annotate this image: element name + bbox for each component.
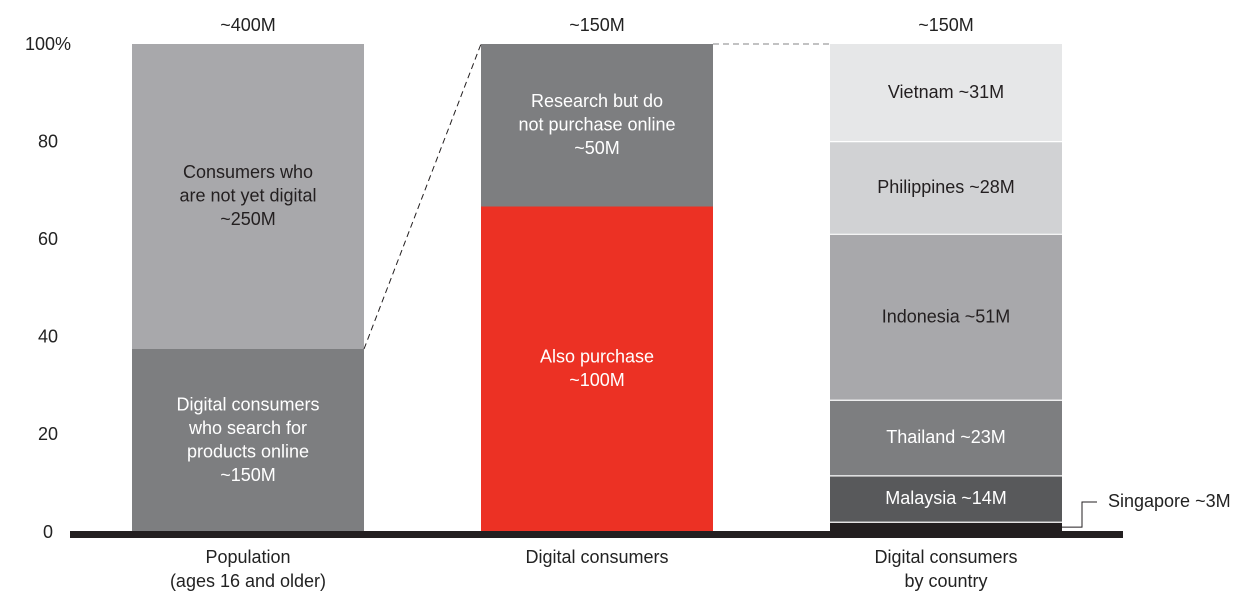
bar-segment-also-purchase — [481, 206, 713, 532]
connector-line-zoom — [363, 43, 482, 350]
segment-label-indonesia-51m: Indonesia ~51M — [882, 306, 1011, 326]
callout-leader-line — [1062, 501, 1097, 528]
bar-segment-malaysia-14m — [830, 475, 1062, 523]
y-tick-label: 60 — [38, 229, 58, 249]
bar-total-label: ~400M — [220, 15, 276, 35]
category-label: Digital consumers by country — [874, 547, 1017, 591]
segment-label-digital-consumers: Digital consumers who search for products … — [176, 394, 319, 485]
y-tick-label: 0 — [43, 522, 53, 542]
bar-segment-philippines-28m — [830, 141, 1062, 235]
segment-label-research-but-do: Research but do not purchase online ~50M — [518, 91, 675, 158]
bar-total-label: ~150M — [569, 15, 625, 35]
bar-total-label: ~150M — [918, 15, 974, 35]
y-axis: 0 20 40 60 80 100% — [25, 34, 71, 542]
bar-totals: ~400M ~150M ~150M — [220, 15, 974, 35]
category-label: Digital consumers — [525, 547, 668, 567]
x-axis-baseline — [70, 531, 1123, 538]
bar-segment-thailand-23m — [830, 400, 1062, 476]
segment-label-vietnam-31m: Vietnam ~31M — [888, 82, 1004, 102]
category-labels: Population (ages 16 and older) Digital con… — [170, 547, 1018, 591]
bar-segment-singapore-3m — [830, 522, 1062, 532]
y-tick-label: 40 — [38, 327, 58, 347]
category-label: Population (ages 16 and older) — [170, 547, 326, 591]
bars: Digital consumers who search for products … — [132, 44, 1062, 532]
segment-label-malaysia-14m: Malaysia ~14M — [885, 488, 1007, 508]
bar-segment-digital-consumers — [132, 349, 364, 532]
y-tick-label: 80 — [38, 131, 58, 151]
bar-segment-consumers-who — [132, 44, 364, 349]
callouts: Singapore ~3M — [1062, 491, 1231, 528]
segment-label-also-purchase: Also purchase ~100M — [540, 346, 654, 390]
connector-lines — [363, 43, 830, 350]
bar-segment-indonesia-51m — [830, 234, 1062, 401]
callout-label-singapore-3m: Singapore ~3M — [1108, 491, 1231, 511]
segment-label-thailand-23m: Thailand ~23M — [886, 427, 1006, 447]
segment-label-consumers-who: Consumers who are not yet digital ~250M — [179, 162, 316, 229]
segment-label-philippines-28m: Philippines ~28M — [877, 177, 1015, 197]
y-tick-label: 20 — [38, 424, 58, 444]
bar-segment-vietnam-31m — [830, 44, 1062, 142]
y-tick-label: 100% — [25, 34, 71, 54]
bar-segment-research-but-do — [481, 44, 713, 207]
